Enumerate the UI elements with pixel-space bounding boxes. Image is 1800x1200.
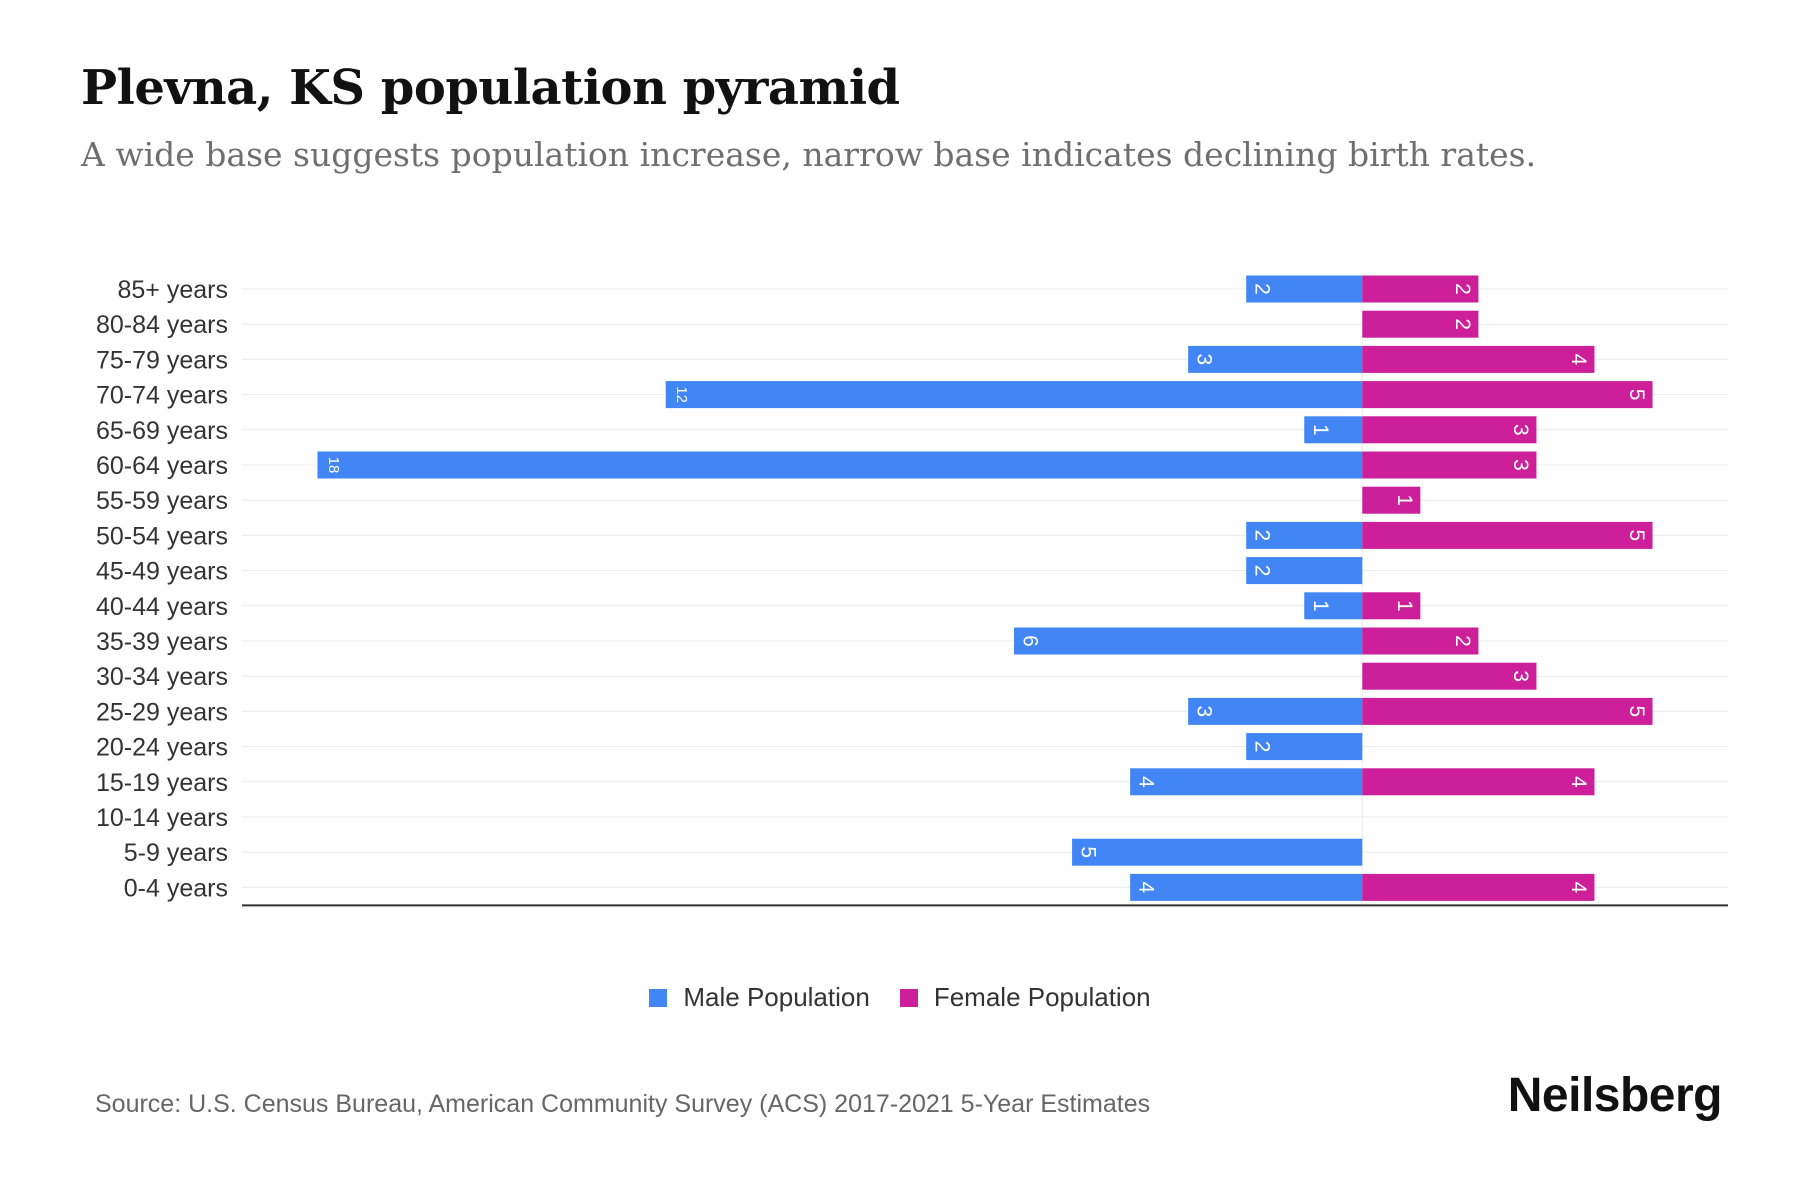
male-data-label: 18: [325, 457, 342, 474]
male-bar[interactable]: [1246, 275, 1363, 303]
female-bar[interactable]: [1362, 627, 1479, 655]
chart-subtitle: A wide base suggests population increase…: [81, 135, 1537, 174]
male-data-label: 3: [1193, 354, 1216, 366]
brand-logo: Neilsberg: [1507, 1069, 1723, 1122]
female-data-label: 3: [1509, 424, 1532, 436]
legend-label-female: Female Population: [933, 982, 1151, 1012]
female-data-label: 2: [1451, 283, 1474, 295]
female-bar[interactable]: [1362, 275, 1479, 303]
male-bar[interactable]: [1246, 557, 1363, 585]
y-tick-label: 55-59 years: [96, 487, 228, 515]
female-data-label: 4: [1567, 776, 1590, 788]
female-data-label: 2: [1451, 635, 1474, 647]
y-tick-label: 35-39 years: [96, 628, 228, 656]
male-bar[interactable]: [665, 381, 1363, 409]
y-tick-label: 65-69 years: [96, 417, 228, 445]
female-bar[interactable]: [1362, 381, 1653, 409]
male-bar[interactable]: [1246, 733, 1363, 761]
male-data-label: 4: [1135, 882, 1158, 894]
male-data-label: 1: [1309, 424, 1332, 436]
female-data-label: 3: [1509, 670, 1532, 682]
y-tick-label: 45-49 years: [96, 558, 228, 586]
female-bar[interactable]: [1362, 416, 1537, 444]
female-bar[interactable]: [1362, 486, 1421, 514]
male-bar[interactable]: [1014, 627, 1363, 655]
legend-swatch-female: [899, 988, 918, 1007]
male-data-label: 2: [1251, 741, 1274, 753]
female-bar[interactable]: [1362, 451, 1537, 479]
female-bar[interactable]: [1362, 592, 1421, 620]
y-tick-label: 10-14 years: [96, 804, 228, 832]
y-tick-label: 25-29 years: [96, 698, 228, 726]
female-bar[interactable]: [1362, 345, 1595, 373]
female-data-label: 4: [1567, 882, 1590, 894]
y-tick-label: 85+ years: [118, 276, 229, 304]
y-tick-label: 15-19 years: [96, 769, 228, 797]
female-bar[interactable]: [1362, 662, 1537, 690]
legend-item-male[interactable]: Male Population: [649, 982, 870, 1013]
chart-title: Plevna, KS population pyramid: [81, 60, 900, 116]
legend-label-male: Male Population: [683, 982, 870, 1012]
female-data-label: 5: [1625, 706, 1648, 718]
y-tick-label: 0-4 years: [124, 874, 228, 902]
legend-swatch-male: [649, 988, 668, 1007]
male-bar[interactable]: [1304, 416, 1363, 444]
y-tick-label: 40-44 years: [96, 593, 228, 621]
y-tick-label: 20-24 years: [96, 734, 228, 762]
source-note: Source: U.S. Census Bureau, American Com…: [95, 1090, 1151, 1118]
male-data-label: 4: [1135, 776, 1158, 788]
male-bar[interactable]: [1130, 873, 1363, 901]
male-bar[interactable]: [1188, 697, 1363, 725]
y-tick-label: 60-64 years: [96, 452, 228, 480]
female-bar[interactable]: [1362, 521, 1653, 549]
female-data-label: 5: [1625, 530, 1648, 542]
female-bar[interactable]: [1362, 310, 1479, 338]
male-data-label: 2: [1251, 283, 1274, 295]
female-data-label: 5: [1625, 389, 1648, 401]
female-data-label: 4: [1567, 354, 1590, 366]
male-bar[interactable]: [1304, 592, 1363, 620]
female-data-label: 3: [1509, 459, 1532, 471]
female-bar[interactable]: [1362, 768, 1595, 796]
female-data-label: 1: [1393, 600, 1416, 612]
male-bar[interactable]: [1246, 521, 1363, 549]
female-data-label: 2: [1451, 318, 1474, 330]
male-bar[interactable]: [317, 451, 1363, 479]
y-tick-label: 30-34 years: [96, 663, 228, 691]
male-bar[interactable]: [1130, 768, 1363, 796]
male-data-label: 2: [1251, 530, 1274, 542]
male-bar[interactable]: [1072, 838, 1363, 866]
y-tick-label: 70-74 years: [96, 382, 228, 410]
y-tick-label: 5-9 years: [124, 839, 228, 867]
female-bar[interactable]: [1362, 873, 1595, 901]
female-data-label: 1: [1393, 494, 1416, 506]
male-data-label: 12: [673, 386, 690, 403]
y-tick-label: 80-84 years: [96, 311, 228, 339]
legend: Male Population Female Population: [0, 982, 1800, 1013]
male-data-label: 3: [1193, 706, 1216, 718]
male-bar[interactable]: [1188, 345, 1363, 373]
male-data-label: 2: [1251, 565, 1274, 577]
male-data-label: 6: [1019, 635, 1042, 647]
male-data-label: 5: [1077, 846, 1100, 858]
legend-item-female[interactable]: Female Population: [899, 982, 1151, 1013]
y-tick-label: 75-79 years: [96, 346, 228, 374]
y-tick-label: 50-54 years: [96, 522, 228, 550]
female-bar[interactable]: [1362, 697, 1653, 725]
male-data-label: 1: [1309, 600, 1332, 612]
